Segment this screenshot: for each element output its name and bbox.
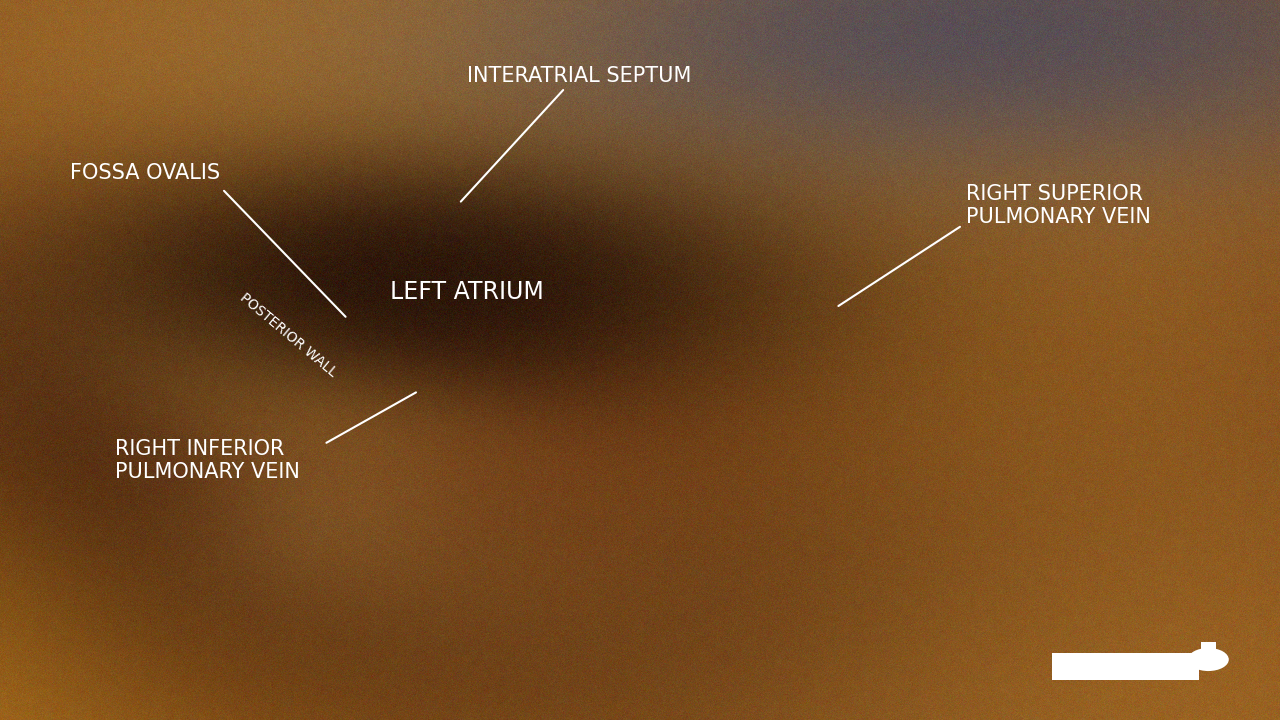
Text: POSTERIOR WALL: POSTERIOR WALL [237, 290, 339, 379]
Bar [1201, 642, 1216, 657]
Bar [1052, 653, 1199, 680]
Text: LEFT ATRIUM: LEFT ATRIUM [390, 279, 544, 304]
Text: FOSSA OVALIS: FOSSA OVALIS [70, 163, 220, 183]
Text: RIGHT SUPERIOR
PULMONARY VEIN: RIGHT SUPERIOR PULMONARY VEIN [966, 184, 1151, 227]
Circle shape [1188, 648, 1229, 671]
Text: INTERATRIAL SEPTUM: INTERATRIAL SEPTUM [467, 66, 691, 86]
Text: RIGHT INFERIOR
PULMONARY VEIN: RIGHT INFERIOR PULMONARY VEIN [115, 439, 300, 482]
